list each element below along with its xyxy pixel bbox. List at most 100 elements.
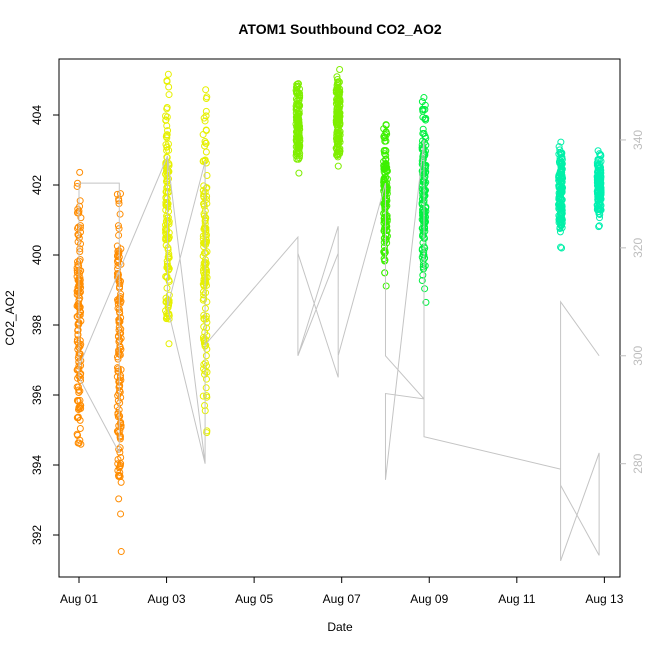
data-point bbox=[295, 143, 303, 151]
data-point bbox=[202, 148, 210, 156]
data-point bbox=[114, 252, 122, 260]
data-point bbox=[421, 244, 429, 252]
data-point bbox=[164, 70, 172, 78]
data-point bbox=[74, 258, 82, 266]
data-point bbox=[596, 210, 604, 218]
data-point bbox=[556, 224, 564, 232]
data-point bbox=[162, 234, 170, 242]
data-point bbox=[203, 171, 211, 179]
data-point bbox=[418, 277, 426, 285]
plot-frame bbox=[58, 58, 621, 578]
data-point bbox=[419, 192, 427, 200]
data-point bbox=[556, 215, 564, 223]
data-point bbox=[332, 144, 340, 152]
data-point bbox=[334, 80, 342, 88]
data-point bbox=[76, 222, 84, 230]
data-point bbox=[203, 93, 211, 101]
data-point bbox=[295, 154, 303, 162]
y-tick-label: 394 bbox=[30, 455, 44, 475]
data-point bbox=[334, 129, 342, 137]
data-point bbox=[200, 200, 208, 208]
data-point bbox=[199, 392, 207, 400]
data-point bbox=[203, 429, 211, 437]
data-point bbox=[73, 336, 81, 344]
axis-layer: Aug 01 Aug 03 Aug 05 Aug 07 Aug 09 Aug 11 Aug … bbox=[30, 105, 645, 606]
data-point bbox=[418, 195, 426, 203]
series-layer bbox=[73, 66, 605, 556]
data-point bbox=[419, 155, 427, 163]
data-point bbox=[555, 143, 563, 151]
data-point bbox=[73, 313, 81, 321]
data-point bbox=[73, 430, 81, 438]
data-point bbox=[163, 131, 171, 139]
data-point bbox=[73, 396, 81, 404]
data-point bbox=[115, 197, 123, 205]
point-series-9 bbox=[593, 147, 605, 231]
data-point bbox=[594, 147, 602, 155]
y-tick-label: 400 bbox=[30, 245, 44, 265]
data-point bbox=[113, 364, 121, 372]
data-point bbox=[202, 107, 210, 115]
data-point bbox=[418, 137, 426, 145]
data-point bbox=[380, 146, 388, 154]
data-point bbox=[555, 182, 563, 190]
data-point bbox=[199, 266, 207, 274]
data-point bbox=[597, 205, 605, 213]
data-point bbox=[419, 260, 427, 268]
data-point bbox=[595, 174, 603, 182]
data-point bbox=[116, 329, 124, 337]
data-point bbox=[333, 113, 341, 121]
x-axis-label: Date bbox=[327, 620, 353, 634]
data-point bbox=[558, 244, 566, 252]
data-point bbox=[421, 164, 429, 172]
data-point bbox=[421, 285, 429, 293]
y2-tick-label: 300 bbox=[631, 345, 645, 365]
data-point bbox=[73, 366, 81, 374]
data-point bbox=[202, 315, 210, 323]
data-point bbox=[595, 223, 603, 231]
data-point bbox=[293, 136, 301, 144]
data-point bbox=[381, 269, 389, 277]
data-point bbox=[76, 224, 84, 232]
data-point bbox=[200, 361, 208, 369]
data-point bbox=[295, 89, 303, 97]
data-point bbox=[422, 298, 430, 306]
data-point bbox=[597, 173, 605, 181]
data-point bbox=[422, 161, 430, 169]
y-tick-label: 404 bbox=[30, 105, 44, 125]
data-point bbox=[165, 91, 173, 99]
data-point bbox=[557, 138, 565, 146]
data-point bbox=[597, 189, 605, 197]
data-point bbox=[333, 104, 341, 112]
data-point bbox=[115, 231, 123, 239]
data-point bbox=[557, 165, 565, 173]
data-point bbox=[199, 288, 207, 296]
y-tick-label: 398 bbox=[30, 315, 44, 335]
data-point bbox=[595, 210, 603, 218]
data-point bbox=[334, 107, 342, 115]
data-point bbox=[73, 302, 81, 310]
data-point bbox=[76, 425, 84, 433]
data-point bbox=[419, 125, 427, 133]
data-point bbox=[596, 169, 604, 177]
data-point bbox=[380, 134, 388, 142]
data-point bbox=[117, 325, 125, 333]
point-series-0 bbox=[73, 168, 85, 448]
point-series-5 bbox=[332, 66, 344, 170]
data-point bbox=[336, 121, 344, 129]
data-point bbox=[77, 214, 85, 222]
data-point bbox=[117, 245, 125, 253]
data-point bbox=[162, 224, 170, 232]
data-point bbox=[162, 141, 170, 149]
data-point bbox=[162, 294, 170, 302]
data-point bbox=[383, 202, 391, 210]
data-point bbox=[165, 278, 173, 286]
data-point bbox=[383, 197, 391, 205]
data-point bbox=[203, 324, 211, 332]
data-point bbox=[165, 250, 173, 258]
data-point bbox=[75, 439, 83, 447]
data-point bbox=[202, 384, 210, 392]
data-point bbox=[382, 167, 390, 175]
data-point bbox=[556, 228, 564, 236]
data-point bbox=[74, 383, 82, 391]
